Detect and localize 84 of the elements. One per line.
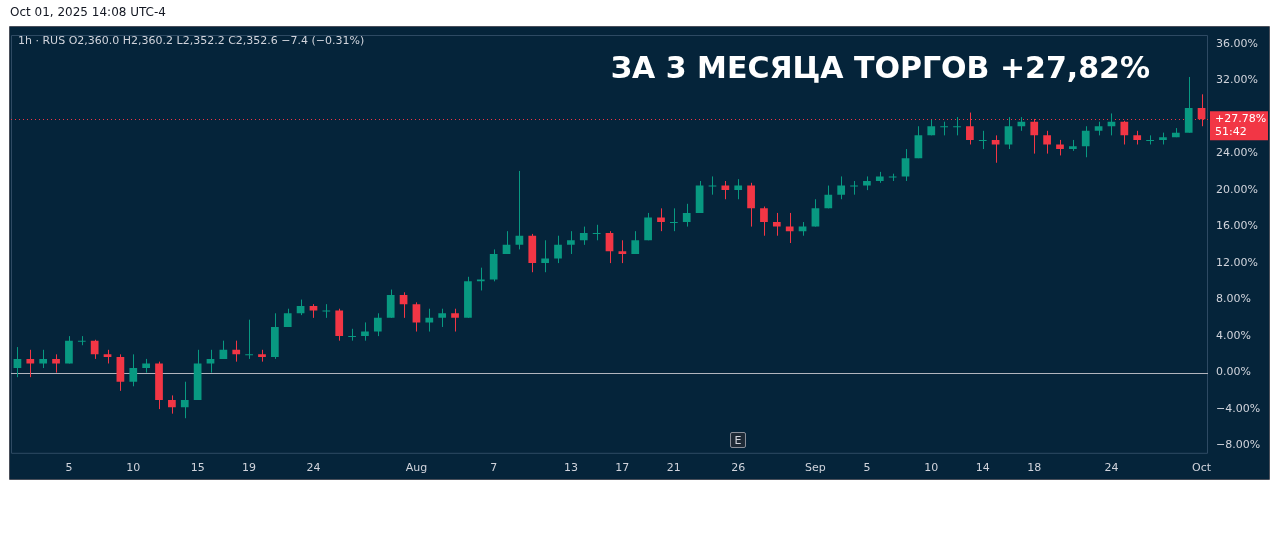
candlestick — [65, 335, 73, 364]
y-tick-label: 32.00% — [1216, 73, 1258, 87]
candlestick — [772, 212, 781, 237]
candlestick — [322, 303, 331, 319]
candlestick — [682, 203, 691, 228]
candlestick — [52, 353, 60, 374]
candlestick — [129, 353, 138, 387]
candlestick — [837, 175, 846, 200]
ref-line-label: +27.78% — [1215, 111, 1267, 125]
candlestick — [373, 312, 382, 337]
candlestick — [1120, 120, 1129, 145]
x-tick-label: 15 — [190, 461, 205, 475]
candlestick — [168, 394, 176, 415]
x-tick-label: 19 — [242, 461, 257, 475]
candlestick — [1043, 130, 1051, 155]
x-tick-label: 10 — [126, 461, 141, 475]
candlestick — [348, 328, 356, 342]
candlestick — [721, 180, 730, 200]
x-tick-label: 10 — [924, 461, 939, 475]
y-tick-label: 0.00% — [1216, 365, 1251, 379]
candlestick — [515, 170, 524, 250]
x-tick-label: 17 — [615, 461, 630, 475]
candlestick — [644, 212, 652, 241]
candlestick — [631, 230, 640, 255]
earnings-marker-icon: E — [730, 432, 746, 448]
candlestick — [567, 230, 575, 255]
y-tick-label: 16.00% — [1216, 219, 1258, 233]
candlestick — [978, 130, 987, 150]
candlestick — [850, 180, 858, 196]
candlestick — [747, 182, 755, 228]
x-tick-label: 21 — [666, 461, 681, 475]
candlestick — [219, 340, 228, 360]
candlestick — [914, 125, 923, 159]
candlestick — [232, 340, 241, 363]
text: 51:42 — [1215, 124, 1247, 138]
candlestick — [618, 239, 627, 264]
y-tick-label: 24.00% — [1216, 146, 1258, 160]
candlestick — [734, 178, 743, 200]
text: ЗА 3 МЕСЯЦА ТОРГОВ +27,82% — [610, 49, 1150, 85]
candlestick — [399, 291, 408, 319]
candlestick — [579, 226, 588, 246]
y-tick-label: 4.00% — [1216, 328, 1251, 342]
x-tick-label: 5 — [863, 461, 871, 475]
candlestick — [811, 198, 820, 228]
x-tick-label: 5 — [65, 461, 73, 475]
text: Oct 01, 2025 14:08 UTC-4 — [10, 5, 166, 19]
candlestick — [669, 207, 678, 232]
x-tick-label: 18 — [1027, 461, 1042, 475]
candlestick — [657, 207, 665, 232]
candlestick — [386, 289, 395, 319]
candlestick — [502, 230, 511, 255]
candlestick — [90, 339, 99, 360]
x-tick-label: 24 — [1104, 461, 1119, 475]
candlestick — [361, 321, 369, 342]
y-tick-label: 12.00% — [1216, 255, 1258, 269]
candlestick — [1081, 125, 1090, 158]
y-tick-label: −4.00% — [1216, 401, 1261, 415]
candlestick — [425, 308, 434, 333]
x-tick-label: Sep — [805, 461, 826, 475]
y-tick-label: 36.00% — [1216, 36, 1258, 50]
candlestick — [451, 308, 459, 333]
x-tick-label: 14 — [975, 461, 990, 475]
chart-subtitle: 1h · RUS O2,360.0 H2,360.2 L2,352.2 C2,352.6 −7.4 (−0.31%) — [18, 33, 365, 47]
candlestick — [438, 308, 447, 328]
x-tick-label: 24 — [306, 461, 321, 475]
candlestick — [39, 349, 48, 369]
candlestick — [554, 235, 562, 264]
candlestick — [953, 116, 961, 136]
candlestick — [785, 212, 794, 244]
x-tick-label: 26 — [731, 461, 746, 475]
candlestick — [283, 308, 292, 328]
candlestick — [180, 381, 189, 419]
x-tick-label: Oct — [1192, 461, 1212, 475]
candlestick — [541, 239, 550, 273]
candlestick — [760, 206, 768, 237]
x-tick-label: 13 — [563, 461, 578, 475]
candlestick — [13, 346, 22, 378]
x-tick-label: Aug — [405, 461, 428, 475]
candlestick — [245, 319, 253, 360]
candlestick — [26, 349, 35, 378]
y-tick-label: 8.00% — [1216, 292, 1251, 306]
y-tick-label: 20.00% — [1216, 182, 1258, 196]
y-tick-label: −8.00% — [1216, 438, 1261, 452]
x-tick-label: 7 — [490, 461, 498, 475]
